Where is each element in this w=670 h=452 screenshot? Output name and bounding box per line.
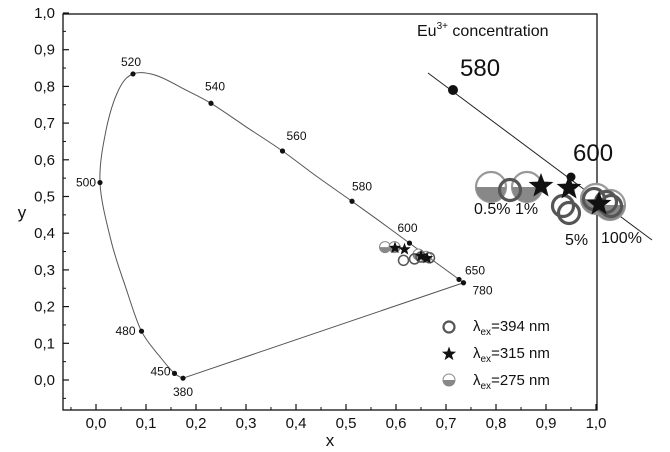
locus-point-650 [456, 276, 462, 283]
x-tick-label: 0,0 [86, 415, 107, 432]
inset-wavelength-580: 580 [460, 55, 500, 82]
legend: λex=394 nm λex=315 nm λex=275 nm [441, 318, 550, 392]
x-tick-label: 0,3 [236, 415, 257, 432]
y-tick-label: 0,2 [34, 299, 55, 316]
y-tick-label: 0,9 [34, 42, 55, 59]
y-tick-label: 1,0 [34, 5, 55, 22]
legend-item-394: λex=394 nm [442, 318, 550, 338]
wavelength-label-650: 650 [465, 263, 485, 277]
spectral-locus-curve [99, 72, 464, 379]
legend-item-275: λex=275 nm [442, 372, 550, 392]
y-tick-label: 0,7 [34, 115, 55, 132]
locus-point-480 [138, 328, 145, 334]
inset-label-1pct: 1% [515, 201, 538, 218]
y-tick-label: 0,8 [34, 78, 55, 95]
inset-label-0-5pct: 0.5% [474, 201, 510, 218]
y-tick-label: 0,6 [34, 152, 55, 169]
marker-star [398, 242, 411, 255]
y-tick-label: 0,1 [34, 335, 55, 352]
x-tick-label: 0,2 [186, 415, 207, 432]
locus-point-540 [208, 100, 214, 106]
inset-label-100pct: 100% [601, 230, 642, 247]
x-axis-title: x [326, 431, 335, 450]
marker-star [414, 249, 428, 262]
wavelength-label-520: 520 [121, 55, 141, 69]
marker-half-circle-fill [379, 247, 391, 253]
inset-star [528, 173, 554, 197]
locus-point-600 [406, 240, 413, 246]
marker-star [420, 251, 434, 264]
inset-title: Eu3+ concentration [417, 21, 549, 40]
inset-label-5pct: 5% [565, 232, 588, 249]
locus-point-780 [460, 280, 467, 286]
purple-line [182, 282, 464, 379]
x-tick-label: 0,5 [336, 415, 357, 432]
x-tick-label: 0,7 [436, 415, 457, 432]
x-tick-label: 0,9 [536, 415, 557, 432]
legend-marker-star [441, 346, 457, 361]
locus-point-520 [130, 71, 136, 77]
x-tick-label: 1,0 [586, 415, 607, 432]
x-tick-label: 0,6 [386, 415, 407, 432]
y-tick-label: 0,4 [34, 225, 55, 242]
wavelength-label-450: 450 [150, 364, 170, 378]
inset-open-circle [556, 200, 582, 226]
inset-star [556, 175, 582, 199]
x-tick-label: 0,1 [136, 415, 157, 432]
wavelength-label-380: 380 [173, 385, 193, 399]
wavelength-label-560: 560 [287, 129, 307, 143]
inset-point-580 [448, 85, 458, 95]
inset-zoom: Eu3+ concentration 580 600 0.5% 1% 5% 10… [417, 21, 653, 249]
locus-point-500 [97, 179, 103, 186]
y-tick-label: 0,5 [34, 189, 55, 206]
wavelength-label-540: 540 [205, 79, 225, 93]
legend-label-394: λex=394 nm [473, 318, 550, 338]
inset-open-circle [497, 177, 523, 203]
wavelength-label-580: 580 [352, 179, 372, 193]
inset-star [586, 191, 612, 215]
x-axis-ticks: 0,0 0,1 0,2 0,3 0,4 0,5 0,6 0,7 0,8 0,9 1,0 [70, 404, 607, 432]
legend-marker-half-circle-fill [443, 380, 455, 386]
locus-point-450 [171, 370, 178, 376]
legend-label-315: λex=315 nm [473, 345, 550, 365]
x-tick-label: 0,4 [286, 415, 307, 432]
x-tick-label: 0,8 [486, 415, 507, 432]
marker-open-circle [397, 254, 410, 267]
inset-markers [474, 170, 627, 226]
y-axis-title: y [18, 203, 27, 222]
inset-wavelength-600: 600 [573, 140, 613, 167]
legend-marker-open-circle [442, 320, 456, 334]
legend-label-275: λex=275 nm [473, 372, 550, 392]
locus-point-380 [180, 375, 186, 381]
locus-point-580 [349, 198, 355, 204]
locus-point-560 [279, 148, 286, 154]
main-data-markers [379, 241, 436, 267]
y-axis-ticks: 0,0 0,1 0,2 0,3 0,4 0,5 0,6 0,7 0,8 0,9 1,0 [34, 5, 69, 399]
y-tick-label: 0,3 [34, 262, 55, 279]
y-tick-label: 0,0 [34, 372, 55, 389]
marker-star [388, 241, 402, 254]
wavelength-label-600: 600 [398, 221, 418, 235]
wavelength-label-500: 500 [76, 176, 96, 190]
wavelength-label-480: 480 [115, 324, 135, 338]
wavelength-label-780: 780 [473, 284, 493, 298]
legend-item-315: λex=315 nm [441, 345, 550, 365]
